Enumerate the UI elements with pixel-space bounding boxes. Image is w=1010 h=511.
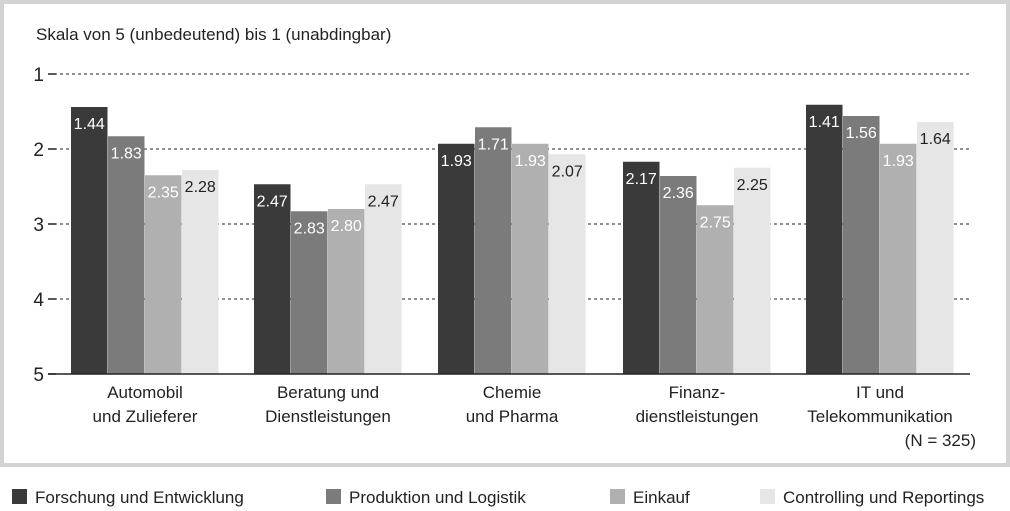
value-label: 1.56: [846, 125, 877, 142]
category-label: Finanz-: [669, 383, 726, 402]
value-label: 2.07: [552, 163, 583, 180]
value-label: 2.83: [294, 220, 325, 237]
legend-label: Controlling und Reportings: [783, 488, 984, 507]
bar: [660, 176, 697, 374]
bar: [734, 167, 771, 374]
value-label: 2.25: [737, 177, 768, 194]
bars: [71, 104, 954, 374]
value-label: 1.93: [441, 153, 472, 170]
category-label: und Pharma: [466, 407, 559, 426]
bar: [71, 107, 108, 374]
value-label: 2.35: [148, 184, 179, 201]
value-label: 1.83: [111, 145, 142, 162]
bar: [843, 116, 880, 374]
bar: [182, 170, 219, 374]
bar: [291, 211, 328, 374]
value-label: 1.93: [515, 153, 546, 170]
value-label: 1.93: [883, 153, 914, 170]
category-label: Beratung und: [277, 383, 379, 402]
category-label: IT und: [856, 383, 904, 402]
value-label: 2.80: [331, 218, 362, 235]
y-tick-label: 4: [33, 290, 44, 311]
legend-swatch: [760, 489, 775, 504]
legend-label: Einkauf: [633, 488, 690, 507]
legend-label: Produktion und Logistik: [349, 488, 526, 507]
value-label: 1.64: [920, 131, 951, 148]
bar: [145, 175, 182, 374]
category-label: Telekommunikation: [807, 407, 953, 426]
legend-label: Forschung und Entwicklung: [35, 488, 244, 507]
bar: [254, 184, 291, 374]
y-tick-label: 3: [33, 215, 44, 236]
value-label: 2.75: [700, 214, 731, 231]
category-label: und Zulieferer: [93, 407, 198, 426]
y-tick-label: 1: [33, 65, 44, 86]
axes: 1 2 3 4 5 Automobil und Zulieferer Beratung und…: [33, 65, 970, 426]
bar: [917, 122, 954, 374]
legend-swatch: [326, 489, 341, 504]
category-label: Dienstleistungen: [265, 407, 391, 426]
category-label: Chemie: [483, 383, 542, 402]
bar: [549, 154, 586, 374]
bar: [328, 209, 365, 374]
bar: [880, 143, 917, 374]
y-tick-label: 5: [33, 365, 44, 386]
value-label: 2.47: [257, 193, 288, 210]
bar: [108, 136, 145, 374]
value-label: 1.44: [74, 116, 105, 133]
legend: Forschung und Entwicklung Produktion und …: [12, 488, 984, 507]
value-label: 1.41: [809, 114, 840, 131]
value-label: 2.47: [368, 193, 399, 210]
value-labels: 1.44 1.83 2.35 2.28 2.47 2.83 2.80 2.47 1.93 1.71…: [74, 114, 951, 238]
bar: [806, 104, 843, 374]
value-label: 2.17: [626, 171, 657, 188]
value-label: 2.28: [185, 179, 216, 196]
bar: [438, 143, 475, 374]
bar: [623, 161, 660, 374]
bar: [512, 143, 549, 374]
bar: [365, 184, 402, 374]
category-label: Automobil: [107, 383, 183, 402]
legend-swatch: [12, 489, 27, 504]
y-axis-title: Skala von 5 (unbedeutend) bis 1 (unabdin…: [36, 25, 391, 44]
value-label: 2.36: [663, 185, 694, 202]
y-tick-label: 2: [33, 140, 44, 161]
value-label: 1.71: [478, 136, 509, 153]
bar: [697, 205, 734, 374]
bar: [475, 127, 512, 374]
legend-swatch: [610, 489, 625, 504]
sample-size-note: (N = 325): [905, 431, 976, 450]
category-label: dienstleistungen: [636, 407, 759, 426]
